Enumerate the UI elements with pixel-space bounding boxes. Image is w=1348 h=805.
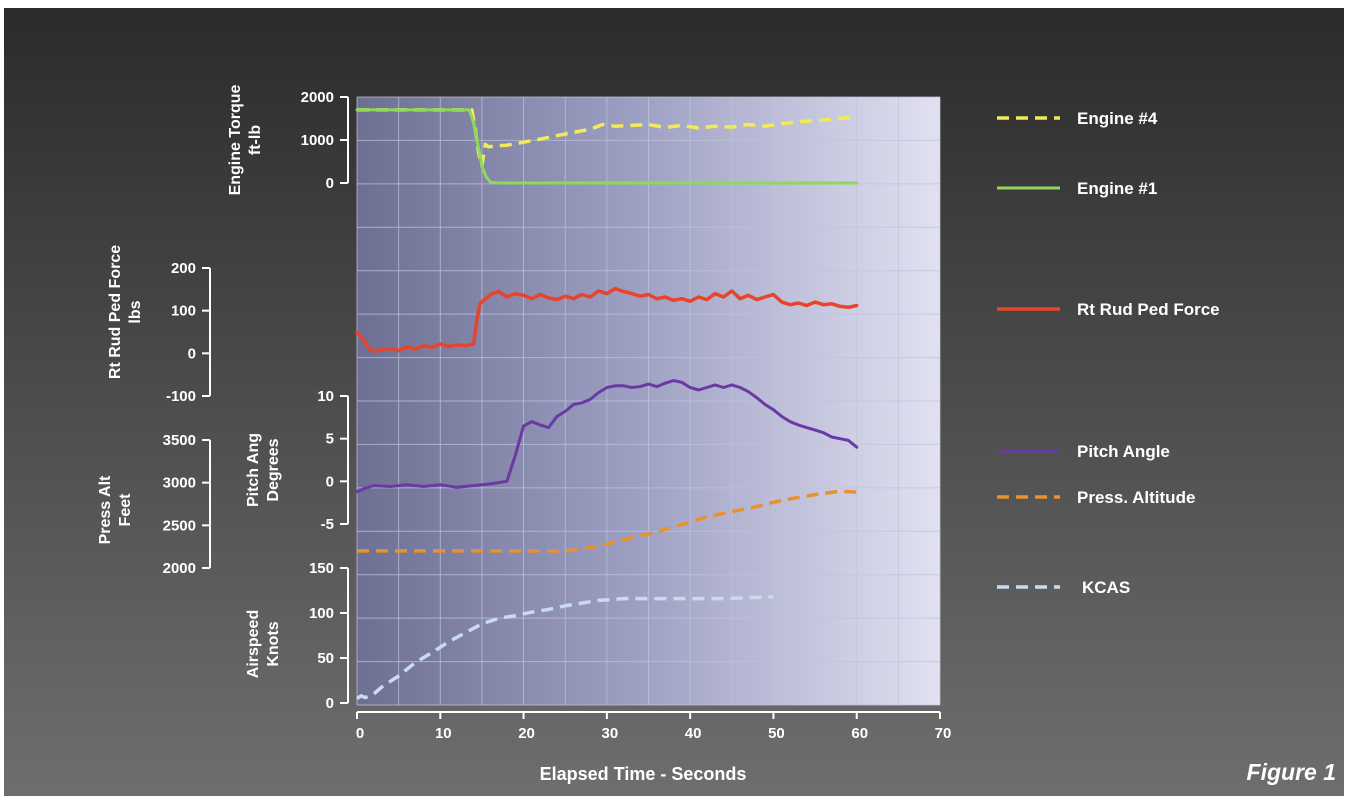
- series-line-kcas: [356, 595, 774, 700]
- figure-label: Figure 1: [1247, 759, 1336, 785]
- y-tick-label: 0: [188, 345, 196, 362]
- legend-label: Engine #4: [1077, 109, 1158, 128]
- grid-lines: [356, 96, 941, 706]
- y-tick-label: 100: [171, 303, 196, 320]
- y-tick-label: 0: [326, 175, 334, 192]
- legend-item-engine-1: Engine #1: [997, 179, 1157, 198]
- series-line-engine-4: [357, 108, 857, 168]
- y-tick-label: 5: [326, 431, 334, 448]
- y-tick-label: 2500: [163, 517, 196, 534]
- y-tick-label: 200: [171, 260, 196, 277]
- y-tick-label: 150: [309, 560, 334, 577]
- series-line-engine-1: [355, 108, 859, 185]
- x-tick-label: 50: [768, 725, 785, 742]
- y-tick-label: 2000: [301, 89, 334, 106]
- y-axis-rudder: 200 100 0 -100 Rt Rud Ped Force lbs: [107, 245, 211, 405]
- y-axis-airspeed: 150 100 50 0 Airspeed Knots: [245, 560, 349, 712]
- y-axis-title: Press Alt Feet: [97, 475, 134, 544]
- y-tick-label: 3500: [163, 432, 196, 449]
- x-tick-label: 60: [851, 725, 868, 742]
- y-tick-label: 0: [326, 473, 334, 490]
- legend-item-rt-rud-ped-force: Rt Rud Ped Force: [997, 300, 1220, 319]
- y-axis-alt: 3500 3000 2500 2000 Press Alt Feet: [97, 432, 211, 577]
- y-tick-label: 2000: [163, 560, 196, 577]
- y-axis-pitch: 10 5 0 -5 Pitch Ang Degrees: [245, 388, 349, 533]
- x-axis: 0 10 20 30 40 50 60 70: [356, 711, 952, 742]
- legend-label: Rt Rud Ped Force: [1077, 300, 1220, 319]
- y-tick-label: -5: [321, 516, 334, 533]
- y-tick-label: 3000: [163, 475, 196, 492]
- legend-label: KCAS: [1082, 578, 1130, 597]
- x-tick-label: 70: [935, 725, 952, 742]
- x-tick-label: 40: [685, 725, 702, 742]
- y-axis-title: Engine Torque ft-lb: [227, 84, 264, 195]
- x-tick-label: 0: [356, 725, 364, 742]
- series-line-pitch-angle: [355, 379, 859, 494]
- y-tick-label: 10: [317, 388, 334, 405]
- series-layer: [355, 108, 859, 700]
- y-tick-label: -100: [166, 388, 196, 405]
- legend-label: Engine #1: [1077, 179, 1157, 198]
- y-tick-label: 0: [326, 695, 334, 712]
- x-axis-title: Elapsed Time - Seconds: [540, 764, 747, 784]
- legend-label: Pitch Angle: [1077, 442, 1170, 461]
- y-axis-title: Rt Rud Ped Force lbs: [107, 245, 144, 379]
- y-tick-label: 100: [309, 605, 334, 622]
- legend-label: Press. Altitude: [1077, 488, 1195, 507]
- y-axis-title: Pitch Ang Degrees: [245, 433, 282, 507]
- y-tick-label: 1000: [301, 132, 334, 149]
- y-axis-torque: 2000 1000 0 Engine Torque ft-lb: [227, 84, 349, 195]
- legend-item-press-altitude: Press. Altitude: [997, 488, 1195, 507]
- legend-item-kcas: KCAS: [997, 578, 1130, 597]
- legend-item-engine-4: Engine #4: [997, 109, 1158, 128]
- legend: Engine #4 Engine #1 Rt Rud Ped Force Pitch …: [997, 109, 1220, 597]
- x-tick-label: 10: [435, 725, 452, 742]
- y-axis-title: Airspeed Knots: [245, 610, 282, 678]
- legend-item-pitch-angle: Pitch Angle: [997, 442, 1170, 461]
- x-tick-label: 30: [602, 725, 619, 742]
- x-tick-label: 20: [518, 725, 535, 742]
- series-line-press-altitude: [357, 489, 857, 553]
- y-tick-label: 50: [317, 650, 334, 667]
- series-line-rt-rud-ped-force: [355, 286, 859, 353]
